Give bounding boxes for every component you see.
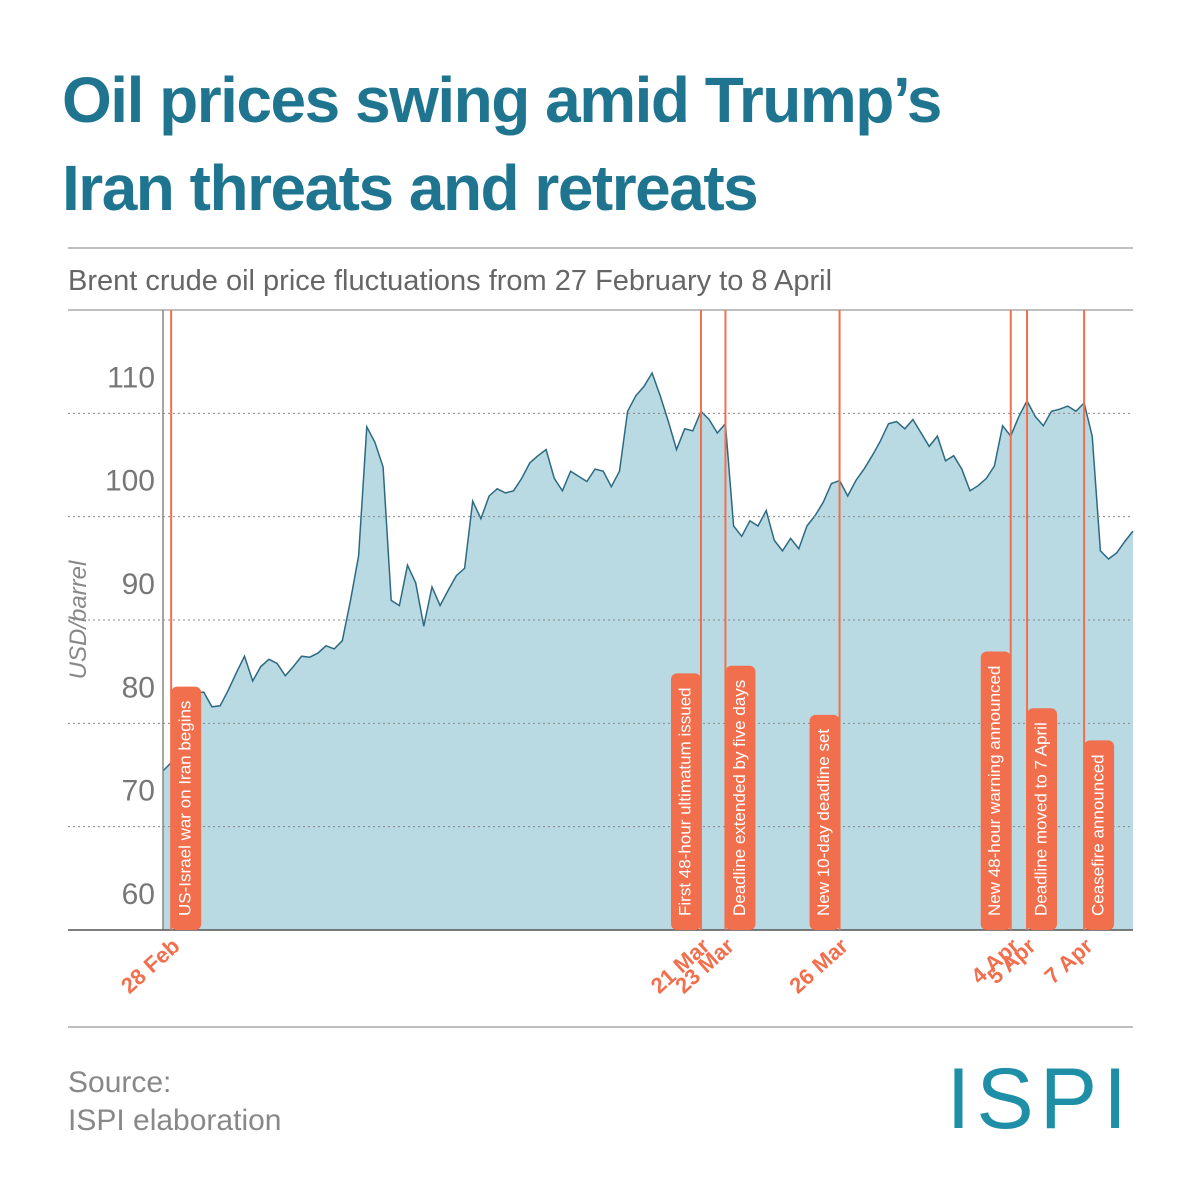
event-box	[1027, 708, 1058, 930]
y-tick-label: 110	[107, 361, 155, 394]
logo: ISPI	[946, 1051, 1133, 1147]
y-tick-label: 70	[122, 775, 155, 808]
y-tick-label: 100	[105, 465, 155, 498]
event-label: Ceasefire announced	[1089, 754, 1108, 916]
event-box	[1084, 740, 1115, 930]
event-box	[725, 665, 756, 930]
event-label: New 48-hour warning announced	[985, 666, 1004, 916]
event-label: US-Israel war on Iran begins	[176, 701, 195, 916]
line	[162, 371, 1134, 772]
subtitle: Brent crude oil price fluctuations from …	[68, 265, 832, 297]
event-label: New 10-day deadline set	[814, 729, 833, 916]
event-box	[809, 714, 840, 930]
source: ISPI elaboration	[68, 1104, 281, 1137]
chart-title: Iran threats and retreats	[62, 152, 757, 224]
y-tick-label: 60	[122, 878, 155, 911]
event-label: First 48-hour ultimatum issued	[675, 687, 694, 916]
event-box	[980, 651, 1011, 930]
y-tick-label: 80	[122, 671, 155, 704]
area	[163, 373, 1133, 930]
event-box	[670, 673, 701, 930]
y-tick-label: 90	[122, 568, 155, 601]
source: Source:	[68, 1066, 171, 1099]
event-box	[171, 686, 202, 930]
event-label: Deadline moved to 7 April	[1032, 722, 1051, 916]
chart-title: Oil prices swing amid Trump’s	[62, 64, 941, 136]
event-label: Deadline extended by five days	[730, 680, 749, 916]
